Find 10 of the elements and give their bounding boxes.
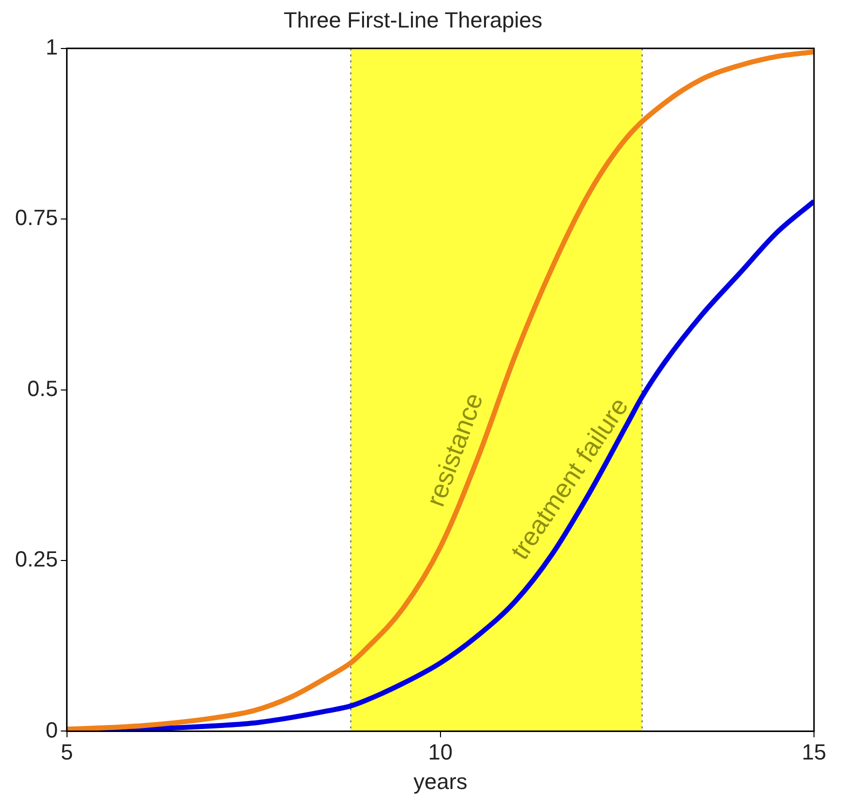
x-tick-label: 15 <box>802 739 826 764</box>
y-tick-label: 0.5 <box>27 376 58 401</box>
x-tick-label: 5 <box>60 739 73 764</box>
y-tick-label: 0 <box>46 717 58 742</box>
chart-title: Three First-Line Therapies <box>284 7 542 32</box>
y-tick-label: 1 <box>46 34 58 60</box>
y-tick-label: 0.75 <box>14 205 58 230</box>
x-tick-label: 10 <box>428 739 453 764</box>
y-tick-label: 0.25 <box>14 546 58 572</box>
x-axis-title: years <box>414 768 468 794</box>
